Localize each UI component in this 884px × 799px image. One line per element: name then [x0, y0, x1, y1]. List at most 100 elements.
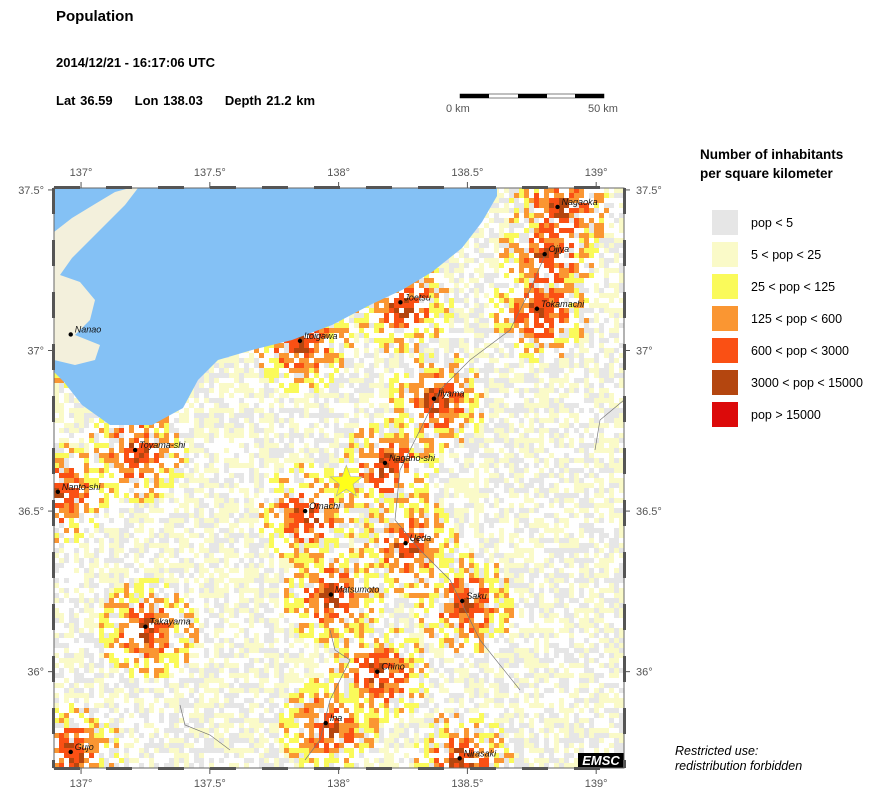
legend-title-line1: Number of inhabitants	[700, 147, 844, 162]
lon-tick-bottom: 137.5°	[194, 778, 226, 790]
legend-item: 25 < pop < 125	[712, 274, 835, 299]
city-label: Tokamachi	[541, 299, 585, 309]
event-lon: Lon 138.03	[134, 93, 203, 108]
lat-tick-right: 37.5°	[636, 185, 662, 197]
city-dot	[555, 204, 560, 210]
legend-title-line2: per square kilometer	[700, 166, 833, 181]
legend-label: 125 < pop < 600	[751, 311, 843, 326]
noto-peninsula	[54, 188, 138, 365]
epicenter-marker	[329, 464, 364, 497]
city-label: Nanao	[75, 324, 102, 334]
legend-item: 5 < pop < 25	[712, 242, 821, 267]
city-iiyama: Iiyama	[431, 389, 465, 401]
city-label: Iiyama	[438, 389, 465, 399]
city-omachi: Omachi	[302, 501, 341, 514]
event-depth: Depth 21.2 km	[224, 93, 316, 108]
city-dot	[460, 598, 465, 604]
city-dot	[398, 300, 403, 305]
city-dot	[323, 720, 328, 726]
city-label: Saku	[466, 591, 487, 601]
city-nanto-shi: Nanto-shi	[55, 482, 102, 495]
city-label: Nagaoka	[562, 197, 598, 207]
city-label: Toyama-shi	[139, 440, 186, 450]
city-dot	[375, 669, 380, 674]
city-chino: Chino	[375, 662, 405, 674]
legend-item: 600 < pop < 3000	[712, 338, 849, 363]
rivers	[179, 254, 624, 761]
legend-title: Number of inhabitants per square kilomet…	[700, 145, 843, 183]
legend-label: 3000 < pop < 15000	[751, 375, 863, 390]
city-dot	[403, 540, 408, 546]
city-nagaoka: Nagaoka	[555, 197, 598, 210]
city-dot	[132, 447, 138, 453]
city-label: Joetsu	[403, 292, 431, 302]
city-label: Omachi	[309, 501, 341, 511]
city-tokamachi: Tokamachi	[534, 299, 585, 311]
event-lat: Lat 36.59	[56, 93, 113, 108]
city-label: Itoigawa	[304, 331, 338, 341]
city-label: Ueda	[410, 533, 432, 543]
city-toyama-shi: Toyama-shi	[132, 440, 186, 453]
city-label: Takayama	[149, 617, 190, 627]
legend-label: 25 < pop < 125	[751, 279, 836, 294]
city-dot	[68, 332, 73, 337]
lat-tick-right: 36.5°	[636, 506, 662, 518]
lat-tick-left: 36.5°	[18, 506, 44, 518]
note-line2: redistribution forbidden	[675, 759, 803, 773]
event-datetime: 2014/12/21 - 16:17:06 UTC	[56, 55, 215, 70]
legend-swatch	[712, 370, 738, 395]
legend-swatch	[712, 210, 738, 235]
city-label: Gujo	[75, 742, 94, 752]
scale-end-label: 50 km	[588, 103, 618, 115]
lat-tick-right: 37°	[636, 346, 653, 358]
city-dot	[534, 306, 540, 311]
city-nanao: Nanao	[68, 324, 102, 337]
lon-tick-bottom: 138°	[327, 778, 350, 790]
city-gujo: Gujo	[68, 742, 94, 755]
note-line1: Restricted use:	[675, 744, 759, 758]
city-dot	[68, 749, 73, 755]
city-nagano-shi: Nagano-shi	[382, 453, 436, 466]
lon-tick-top: 139°	[585, 167, 608, 179]
lon-tick-bottom: 137°	[70, 778, 93, 790]
legend-label: 5 < pop < 25	[751, 247, 822, 262]
city-matsumoto: Matsumoto	[328, 585, 380, 597]
city-dot	[297, 338, 303, 344]
lon-tick-top: 137°	[70, 167, 93, 179]
legend-swatch	[712, 402, 738, 427]
city-saku: Saku	[460, 591, 487, 604]
city-label: Matsumoto	[335, 585, 380, 595]
lon-tick-top: 138°	[327, 167, 350, 179]
city-ina: Ina	[323, 713, 342, 726]
lon-tick-bottom: 138.5°	[451, 778, 483, 790]
city-label: Chino	[381, 662, 405, 672]
lat-tick-left: 36°	[27, 667, 44, 679]
scale-start-label: 0 km	[446, 103, 470, 115]
star-icon	[329, 464, 364, 497]
legend-label: pop > 15000	[751, 407, 821, 422]
city-label: Nanto-shi	[62, 482, 102, 492]
city-dot	[382, 460, 388, 466]
city-label: Nirasaki	[464, 748, 498, 758]
city-ueda: Ueda	[403, 533, 432, 546]
usage-note: Restricted use: redistribution forbidden	[675, 744, 802, 774]
city-dot	[55, 489, 61, 495]
city-dot	[457, 756, 462, 761]
legend-item: pop > 15000	[712, 402, 821, 427]
lat-tick-left: 37°	[27, 346, 44, 358]
lon-tick-bottom: 139°	[585, 778, 608, 790]
legend-swatch	[712, 242, 738, 267]
city-takayama: Takayama	[143, 617, 191, 629]
scale-bar	[459, 93, 605, 99]
emsc-logo: EMSC	[578, 753, 624, 768]
lat-tick-left: 37.5°	[18, 185, 44, 197]
city-dot	[328, 592, 334, 597]
page-title: Population	[56, 8, 134, 25]
legend-swatch	[712, 274, 738, 299]
legend-item: pop < 5	[712, 210, 793, 235]
lon-tick-top: 138.5°	[451, 167, 483, 179]
city-dot	[542, 251, 547, 257]
legend-item: 3000 < pop < 15000	[712, 370, 863, 395]
legend-item: 125 < pop < 600	[712, 306, 842, 331]
